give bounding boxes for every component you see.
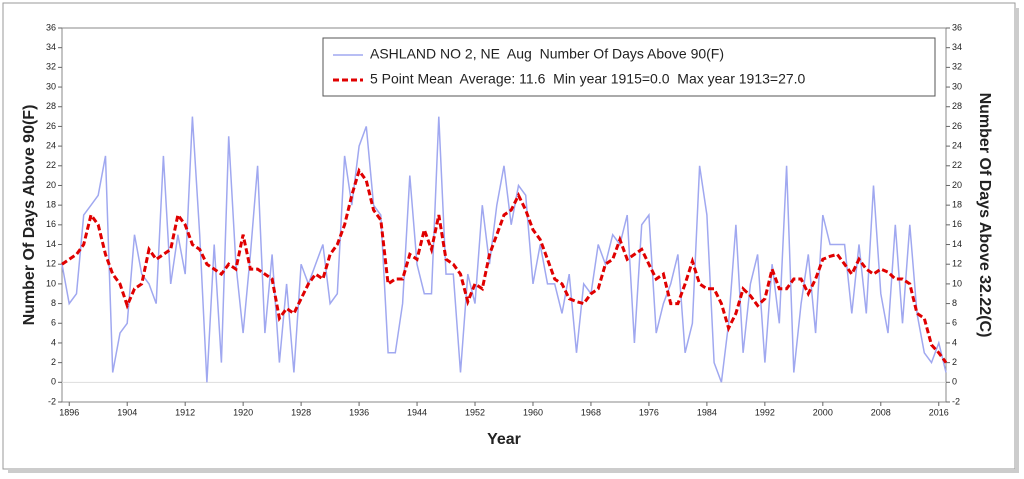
y-axis-title: Number Of Days Above 90(F) xyxy=(21,105,38,326)
y-tick-label: 18 xyxy=(46,200,56,210)
x-tick-label: 1984 xyxy=(697,407,717,417)
legend-box xyxy=(322,37,936,97)
x-tick-label: 1992 xyxy=(755,407,775,417)
y-tick-label: 30 xyxy=(46,81,56,91)
y2-tick-label: 10 xyxy=(952,278,962,288)
y2-tick-label: 24 xyxy=(952,140,962,150)
x-tick-label: 1944 xyxy=(407,407,427,417)
y2-tick-label: 0 xyxy=(952,377,957,387)
x-tick-label: 1968 xyxy=(581,407,601,417)
y-tick-label: 20 xyxy=(46,180,56,190)
x-tick-label: 1960 xyxy=(523,407,543,417)
x-tick-label: 2000 xyxy=(813,407,833,417)
y-tick-label: 4 xyxy=(51,337,56,347)
y2-tick-label: 28 xyxy=(952,101,962,111)
y2-axis-title: Number Of Days Above 32.22(C) xyxy=(976,93,993,338)
x-tick-label: 2016 xyxy=(929,407,949,417)
y2-tick-label: 30 xyxy=(952,81,962,91)
y-tick-label: 28 xyxy=(46,101,56,111)
y-tick-label: 34 xyxy=(46,42,56,52)
legend-label: ASHLAND NO 2, NE Aug Number Of Days Abov… xyxy=(370,46,724,62)
y-tick-label: 8 xyxy=(51,298,56,308)
y-tick-label: 6 xyxy=(51,318,56,328)
y2-tick-label: 8 xyxy=(952,298,957,308)
y-tick-label: 22 xyxy=(46,160,56,170)
shadow xyxy=(8,469,1019,473)
y2-tick-label: 36 xyxy=(952,22,962,32)
y2-tick-label: 22 xyxy=(952,160,962,170)
x-axis-title: Year xyxy=(487,431,521,448)
y2-tick-label: 32 xyxy=(952,62,962,72)
y2-tick-label: 20 xyxy=(952,180,962,190)
y2-tick-label: 14 xyxy=(952,239,962,249)
y-tick-label: -2 xyxy=(48,396,56,406)
legend-label: 5 Point Mean Average: 11.6 Min year 1915… xyxy=(370,71,806,87)
x-tick-label: 2008 xyxy=(871,407,891,417)
y2-tick-label: -2 xyxy=(952,396,960,406)
y2-tick-label: 12 xyxy=(952,259,962,269)
x-tick-label: 1896 xyxy=(59,407,79,417)
y2-tick-label: 18 xyxy=(952,200,962,210)
y2-tick-label: 26 xyxy=(952,121,962,131)
y-tick-label: 24 xyxy=(46,140,56,150)
x-tick-label: 1904 xyxy=(117,407,137,417)
series-line xyxy=(61,116,947,383)
x-tick-label: 1928 xyxy=(291,407,311,417)
y-tick-label: 16 xyxy=(46,219,56,229)
y-tick-label: 26 xyxy=(46,121,56,131)
y-tick-label: 10 xyxy=(46,278,56,288)
y-tick-label: 14 xyxy=(46,239,56,249)
y2-tick-label: 6 xyxy=(952,318,957,328)
x-tick-label: 1920 xyxy=(233,407,253,417)
y2-tick-label: 4 xyxy=(952,337,957,347)
y2-tick-label: 2 xyxy=(952,357,957,367)
x-tick-label: 1936 xyxy=(349,407,369,417)
y-tick-label: 32 xyxy=(46,62,56,72)
x-tick-label: 1952 xyxy=(465,407,485,417)
y-tick-label: 0 xyxy=(51,377,56,387)
shadow xyxy=(1015,8,1019,472)
y2-tick-label: 34 xyxy=(952,42,962,52)
y-tick-label: 36 xyxy=(46,22,56,32)
x-tick-label: 1976 xyxy=(639,407,659,417)
y-tick-label: 2 xyxy=(51,357,56,367)
series-line xyxy=(61,167,948,364)
y-tick-label: 12 xyxy=(46,259,56,269)
x-tick-label: 1912 xyxy=(175,407,195,417)
y2-tick-label: 16 xyxy=(952,219,962,229)
